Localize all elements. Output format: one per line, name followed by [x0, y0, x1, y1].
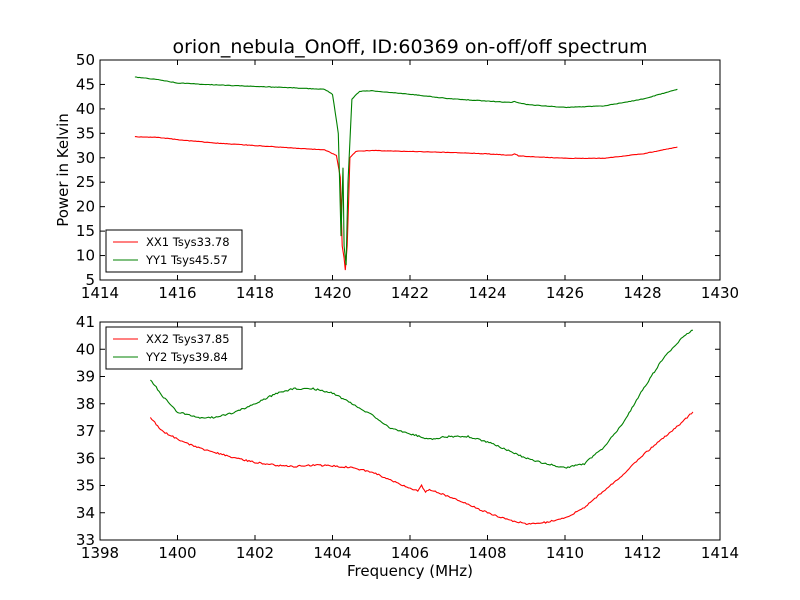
bottom-series-line-2 [150, 329, 693, 469]
top-series-line-2 [134, 76, 678, 266]
bottom-ytick-label: 39 [76, 368, 95, 386]
chart-title: orion_nebula_OnOff, ID:60369 on-off/off … [172, 36, 647, 58]
top-legend-box [105, 229, 243, 273]
top-ytick-label: 20 [76, 198, 95, 216]
top-ytick-label: 25 [76, 173, 95, 191]
top-plot-lines [134, 76, 678, 271]
top-series-line-1 [134, 136, 678, 271]
top-plot-legend: XX1 Tsys33.78 YY1 Tsys45.57 [105, 229, 243, 273]
bottom-ytick-label: 33 [76, 531, 95, 549]
bottom-xtick-label: 1412 [623, 544, 661, 562]
bottom-xtick-label: 1406 [391, 544, 429, 562]
top-ytick-label: 45 [76, 75, 95, 93]
top-ytick-label: 30 [76, 149, 95, 167]
bottom-ytick-label: 37 [76, 422, 95, 440]
top-xtick-label: 1422 [391, 284, 429, 302]
top-legend-label-1: XX1 Tsys33.78 [146, 235, 230, 249]
top-xtick-label: 1430 [701, 284, 739, 302]
top-ytick-label: 10 [76, 247, 95, 265]
top-xtick-label: 1428 [623, 284, 661, 302]
bottom-xtick-label: 1404 [313, 544, 351, 562]
top-ytick-label: 15 [76, 222, 95, 240]
bottom-xtick-label: 1414 [701, 544, 739, 562]
bottom-ytick-label: 36 [76, 449, 95, 467]
bottom-legend-label-2: YY2 Tsys39.84 [145, 350, 228, 364]
bottom-plot-xlabel: Frequency (MHz) [347, 562, 473, 580]
top-xtick-label: 1426 [546, 284, 584, 302]
bottom-ytick-label: 41 [76, 313, 95, 331]
bottom-xtick-label: 1402 [236, 544, 274, 562]
top-ytick-label: 40 [76, 100, 95, 118]
bottom-xtick-label: 1408 [468, 544, 506, 562]
top-xtick-label: 1414 [81, 284, 119, 302]
top-ytick-label: 50 [76, 51, 95, 69]
top-plot-ticks: 1414 1416 1418 1420 1422 1424 1426 1428 1430 5 10 1… [76, 51, 739, 302]
bottom-plot-ticks: 1398 1400 1402 1404 1406 1408 1410 1412 1414 33 34… [76, 313, 739, 562]
bottom-xtick-label: 1400 [158, 544, 196, 562]
top-ytick-label: 5 [85, 271, 95, 289]
bottom-xtick-label: 1398 [81, 544, 119, 562]
bottom-plot: 1398 1400 1402 1404 1406 1408 1410 1412 1414 33 34… [76, 313, 739, 580]
bottom-xtick-label: 1410 [546, 544, 584, 562]
top-plot: 1414 1416 1418 1420 1422 1424 1426 1428 1430 5 10 1… [54, 51, 739, 302]
bottom-plot-legend: XX2 Tsys37.85 YY2 Tsys39.84 [105, 326, 243, 370]
top-xtick-label: 1418 [236, 284, 274, 302]
bottom-ytick-label: 40 [76, 340, 95, 358]
bottom-legend-box [105, 326, 243, 370]
bottom-ytick-label: 34 [76, 504, 95, 522]
bottom-ytick-label: 35 [76, 477, 95, 495]
top-xtick-label: 1420 [313, 284, 351, 302]
bottom-legend-label-1: XX2 Tsys37.85 [146, 332, 230, 346]
top-xtick-label: 1416 [158, 284, 196, 302]
top-xtick-label: 1424 [468, 284, 506, 302]
bottom-ytick-label: 38 [76, 395, 95, 413]
bottom-series-line-1 [149, 411, 694, 525]
top-legend-label-2: YY1 Tsys45.57 [145, 253, 228, 267]
top-ytick-label: 35 [76, 124, 95, 142]
top-plot-ylabel: Power in Kelvin [54, 113, 72, 227]
bottom-plot-lines [149, 329, 694, 525]
